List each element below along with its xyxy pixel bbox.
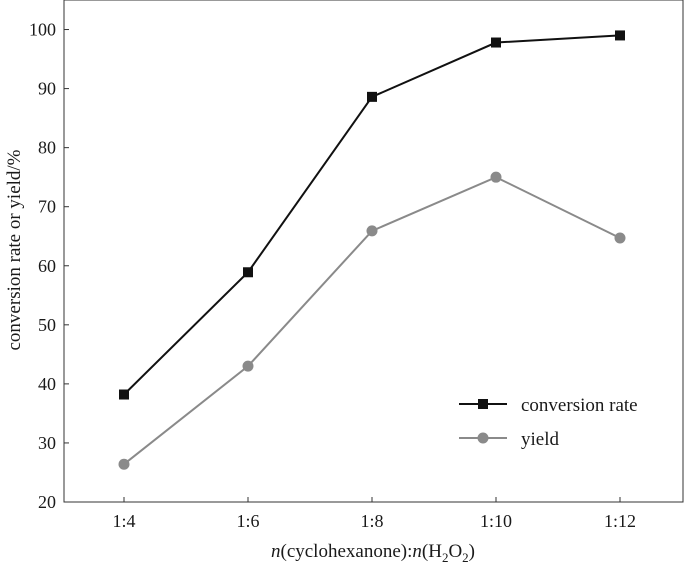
data-point-conversion-rate [367, 91, 377, 102]
legend: conversion rate yield [459, 395, 638, 450]
y-tick-label: 80 [38, 138, 56, 158]
x-tick-label: 1:4 [112, 511, 135, 531]
y-tick-label: 30 [38, 433, 56, 453]
series-line-conversion-rate [123, 34, 621, 396]
data-point-yield [366, 225, 378, 237]
plot-frame [63, 0, 684, 503]
y-axis-label: conversion rate or yield/% [4, 149, 25, 350]
x-axis: 1:4 1:6 1:8 1:10 1:12 [112, 497, 636, 531]
legend-label-conversion-rate: conversion rate [521, 395, 638, 416]
x-tick-label: 1:12 [604, 511, 636, 531]
data-point-yield [490, 171, 502, 183]
series-yield [118, 171, 626, 470]
series-conversion-rate [119, 30, 625, 400]
x-tick-label: 1:8 [360, 511, 383, 531]
legend-item-yield: yield [459, 429, 559, 450]
y-tick-label: 40 [38, 374, 56, 394]
data-point-conversion-rate [119, 389, 129, 400]
legend-item-conversion-rate: conversion rate [459, 395, 638, 416]
x-tick-label: 1:10 [480, 511, 512, 531]
y-tick-label: 60 [38, 256, 56, 276]
x-axis-label: n(cyclohexanone):n(H2O2) [271, 541, 475, 565]
legend-marker-conversion-rate [478, 399, 488, 409]
y-tick-label: 90 [38, 79, 56, 99]
data-point-yield [118, 458, 130, 470]
y-axis: 20 30 40 50 60 70 80 90 100 [29, 20, 69, 512]
y-tick-label: 100 [29, 20, 56, 40]
y-tick-label: 50 [38, 315, 56, 335]
x-tick-label: 1:6 [236, 511, 259, 531]
y-tick-label: 70 [38, 197, 56, 217]
series-layer [118, 30, 626, 470]
data-point-yield [242, 360, 254, 372]
legend-label-yield: yield [521, 429, 559, 450]
legend-marker-yield [477, 432, 489, 444]
data-point-conversion-rate [491, 37, 501, 48]
data-point-yield [614, 232, 626, 244]
y-tick-label: 20 [38, 492, 56, 512]
data-point-conversion-rate [615, 30, 625, 41]
data-point-conversion-rate [243, 267, 253, 278]
